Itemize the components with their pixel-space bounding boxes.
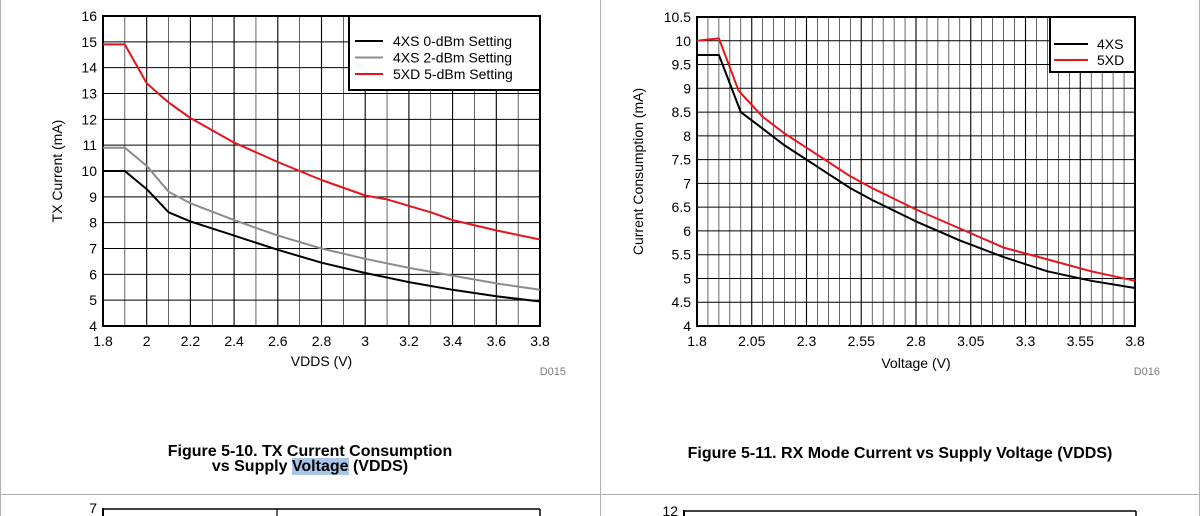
legend-entry: 4XS 2-dBm Setting — [393, 50, 512, 66]
y-tick-label: 10 — [675, 33, 691, 49]
figure1-caption-post: (VDDS) — [348, 458, 409, 475]
x-tick-label: 2 — [143, 333, 151, 349]
y-tick-label: 8 — [683, 128, 691, 144]
x-tick-label: 3.3 — [1016, 333, 1036, 349]
y-axis-label: TX Current (mA) — [49, 120, 65, 223]
x-tick-label: 1.8 — [687, 333, 707, 349]
legend-box — [348, 15, 541, 91]
series-line-5xd — [696, 37, 1136, 282]
x-tick-label: 2.8 — [312, 333, 332, 349]
figure1-caption-pre: vs Supply — [211, 458, 292, 475]
bottom-right-tick: 12 — [662, 503, 678, 516]
figure2-caption: Figure 5-11. RX Mode Current vs Supply V… — [687, 445, 1113, 462]
y-tick-label: 16 — [81, 8, 97, 24]
legend-entry: 4XS — [1097, 36, 1123, 52]
y-tick-label: 6.5 — [672, 199, 692, 215]
figure1-caption: Figure 5-10. TX Current Consumption vs S… — [80, 443, 540, 475]
y-tick-label: 8 — [89, 215, 97, 231]
x-tick-label: 2.55 — [848, 333, 875, 349]
x-tick-label: 2.3 — [797, 333, 817, 349]
x-tick-label: 2.4 — [224, 333, 244, 349]
y-tick-label: 12 — [81, 111, 97, 127]
y-tick-label: 8.5 — [672, 104, 692, 120]
x-tick-label: 3 — [361, 333, 369, 349]
y-tick-label: 6 — [683, 223, 691, 239]
bottom-right-partial-chart: 12 — [662, 503, 1137, 516]
y-tick-label: 4 — [683, 318, 691, 334]
x-axis-label: Voltage (V) — [881, 355, 950, 371]
y-tick-label: 4 — [89, 318, 97, 334]
figure1-caption-highlight: Voltage — [291, 458, 349, 475]
figure1-caption-line1: Figure 5-10. TX Current Consumption — [167, 443, 453, 460]
x-tick-label: 3.4 — [443, 333, 463, 349]
y-tick-label: 5 — [683, 270, 691, 286]
tx-current-chart: 1.8 2 2.2 2.4 2.6 2.8 3 3.2 3.4 3.6 3.8 4 5 6 7 8 9 10 11 1… — [49, 8, 550, 369]
x-tick-label: 2.2 — [181, 333, 201, 349]
x-tick-label: 3.8 — [530, 333, 550, 349]
y-tick-label: 4.5 — [672, 294, 692, 310]
series-line-4xs-0-dbm-setting — [103, 170, 541, 303]
y-tick-label: 15 — [81, 34, 97, 50]
series-line-4xs-2-dbm-setting — [103, 146, 541, 291]
figure1-code: D015 — [540, 366, 566, 378]
x-axis-label: VDDS (V) — [291, 353, 352, 369]
y-tick-label: 14 — [81, 60, 97, 76]
x-tick-label: 2.8 — [906, 333, 926, 349]
x-tick-label: 3.6 — [487, 333, 507, 349]
figure1-caption-line2: vs Supply Voltage (VDDS) — [80, 458, 540, 475]
y-tick-label: 7 — [683, 175, 691, 191]
figure2-code: D016 — [1134, 366, 1160, 378]
y-tick-label: 9 — [89, 189, 97, 205]
series-line-4xs — [697, 54, 1136, 289]
y-axis-label: Current Consumption (mA) — [630, 88, 646, 255]
y-tick-label: 7.5 — [672, 152, 692, 168]
y-tick-label: 7 — [89, 241, 97, 257]
legend-entry: 5XD 5-dBm Setting — [393, 66, 513, 82]
rx-current-chart: 1.8 2.05 2.3 2.55 2.8 3.05 3.3 3.55 3.8 4 4.5 5 5.5 6… — [630, 9, 1145, 371]
bottom-left-tick: 7 — [89, 500, 97, 516]
y-tick-label: 6 — [89, 266, 97, 282]
y-tick-label: 13 — [81, 86, 97, 102]
legend-entry: 5XD — [1097, 52, 1124, 68]
y-tick-label: 5 — [89, 292, 97, 308]
bottom-left-partial-chart: 7 — [89, 500, 541, 516]
series-line-5xd-5-dbm-setting — [103, 43, 541, 241]
y-tick-label: 11 — [82, 137, 97, 153]
x-tick-label: 2.6 — [268, 333, 288, 349]
y-tick-label: 10.5 — [664, 9, 691, 25]
x-tick-label: 1.8 — [93, 333, 113, 349]
legend-entry: 4XS 0-dBm Setting — [393, 33, 512, 49]
plot-area-border — [696, 16, 1136, 327]
x-tick-label: 2.05 — [738, 333, 765, 349]
x-tick-label: 3.8 — [1125, 333, 1145, 349]
x-tick-label: 3.05 — [957, 333, 984, 349]
y-tick-label: 10 — [81, 163, 97, 179]
y-tick-label: 9 — [683, 80, 691, 96]
y-tick-label: 5.5 — [672, 247, 692, 263]
x-tick-label: 3.55 — [1067, 333, 1094, 349]
y-tick-label: 9.5 — [672, 57, 692, 73]
x-tick-label: 3.2 — [399, 333, 419, 349]
